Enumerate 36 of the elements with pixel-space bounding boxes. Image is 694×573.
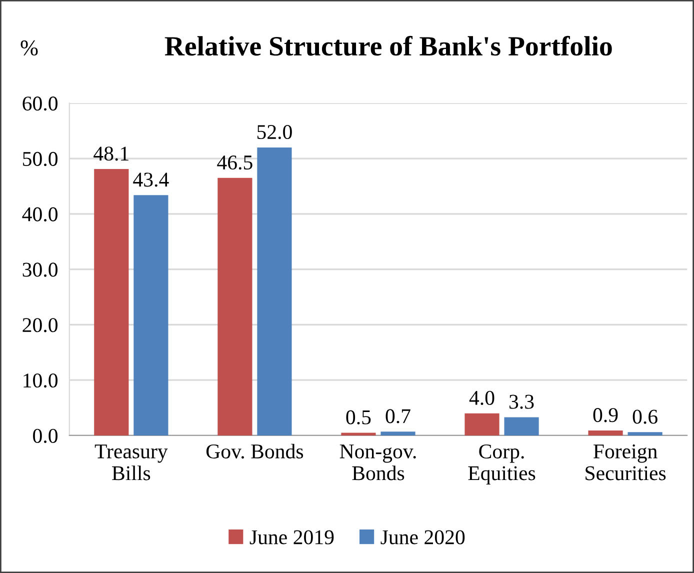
data-label: 52.0 xyxy=(257,124,292,140)
data-label: 46.5 xyxy=(217,156,252,170)
x-tick-label: Corp. Equities xyxy=(468,444,536,484)
legend-label: June 2019 xyxy=(250,530,334,544)
y-tick-label: 0.0 xyxy=(33,428,58,444)
x-tick-label: Non-gov. Bonds xyxy=(340,444,416,480)
y-tick-label: 10.0 xyxy=(24,373,58,388)
bar xyxy=(257,147,292,436)
data-label: 0.7 xyxy=(386,409,410,424)
bar xyxy=(504,417,539,436)
y-tick-label: 60.0 xyxy=(22,96,58,111)
bar xyxy=(218,178,252,436)
y-tick-label: 30.0 xyxy=(22,262,58,277)
chart-title: Relative Structure of Bank's Portfolio xyxy=(164,36,612,56)
bar xyxy=(380,432,416,436)
legend-label: June 2020 xyxy=(380,530,465,544)
y-axis-title: % xyxy=(20,40,38,56)
data-label: 3.3 xyxy=(510,394,534,409)
y-tick-label: 20.0 xyxy=(22,318,58,332)
bar xyxy=(134,195,168,436)
data-label: 0.9 xyxy=(593,408,618,422)
data-label: 0.6 xyxy=(632,410,658,424)
data-label: 4.0 xyxy=(469,390,494,406)
x-tick-label: Foreign Securities xyxy=(586,444,666,480)
bar xyxy=(628,432,662,436)
x-tick-label: Gov. Bonds xyxy=(206,444,304,459)
data-label: 0.5 xyxy=(346,410,371,424)
x-tick-label: Treasury Bills xyxy=(94,444,168,480)
y-tick-label: 40.0 xyxy=(22,207,58,222)
bar xyxy=(94,169,129,436)
data-label: 48.1 xyxy=(94,146,128,161)
y-tick-label: 50.0 xyxy=(23,152,58,166)
bar xyxy=(464,413,500,436)
bar xyxy=(341,432,376,436)
data-label: 43.4 xyxy=(133,172,169,187)
bar xyxy=(588,430,623,436)
